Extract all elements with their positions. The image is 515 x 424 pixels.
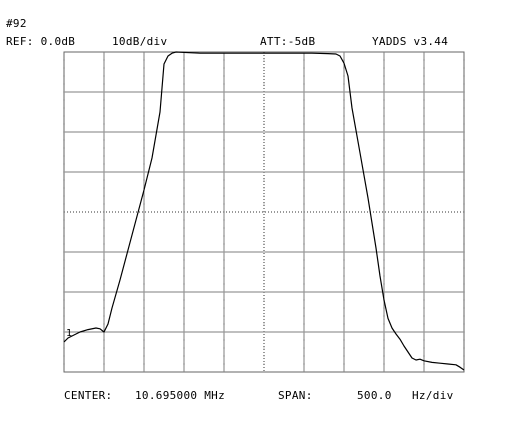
ref-level: REF: 0.0dB <box>6 35 76 48</box>
scale-per-div: 10dB/div <box>112 35 168 48</box>
span-value: 500.0 <box>357 389 392 402</box>
app-version: YADDS v3.44 <box>372 35 449 48</box>
trace-number: #92 <box>6 17 27 30</box>
center-label: CENTER: <box>64 389 113 402</box>
attenuation: ATT:-5dB <box>260 35 316 48</box>
span-unit: Hz/div <box>412 389 454 402</box>
marker-label: 1 <box>66 328 72 339</box>
center-frequency: 10.695000 MHz <box>135 389 225 402</box>
spectrum-trace-0 <box>63 51 465 371</box>
trace-group <box>63 51 465 371</box>
plot-grid <box>63 52 465 372</box>
span-label: SPAN: <box>278 389 313 402</box>
